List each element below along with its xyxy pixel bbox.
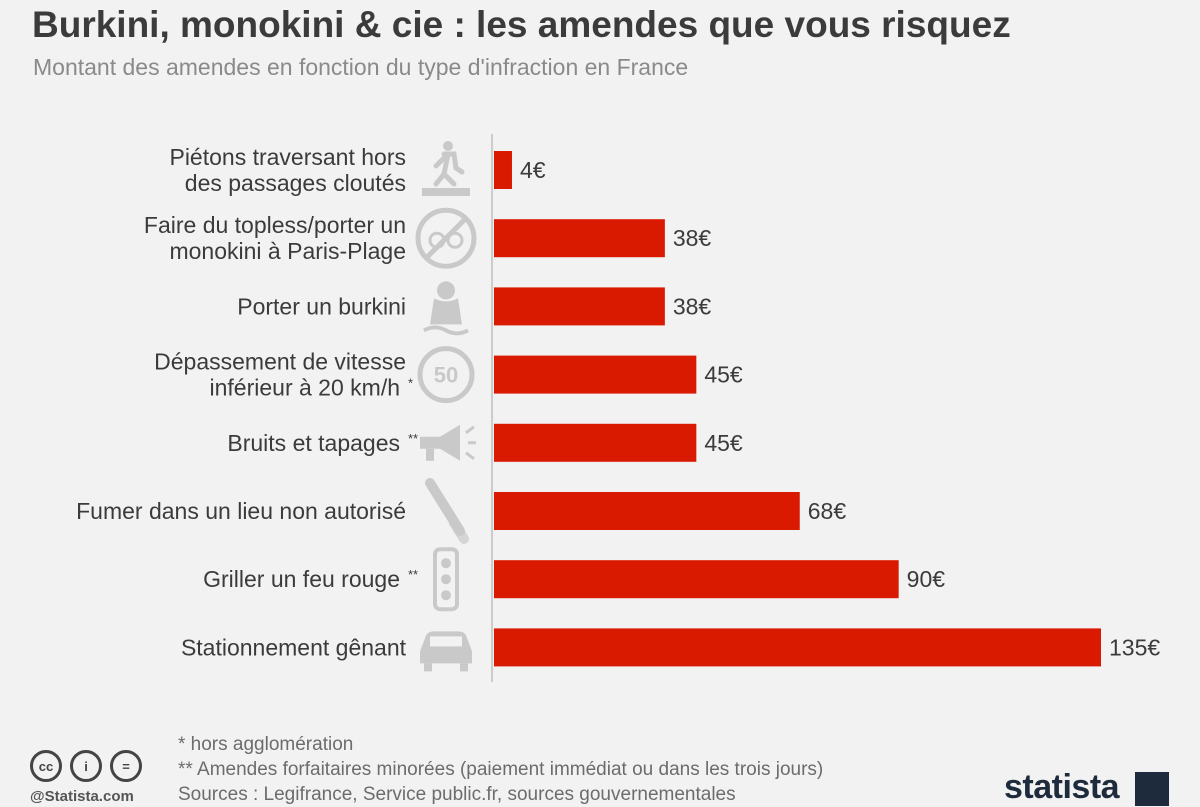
- bar: [494, 560, 899, 599]
- footnote-1: * hors agglomération: [178, 734, 354, 755]
- car-icon: [420, 631, 472, 672]
- creative-commons-icon: cc: [30, 750, 62, 782]
- category-label: Bruits et tapages: [227, 430, 400, 456]
- value-label: 68€: [808, 498, 847, 524]
- bar: [494, 151, 512, 189]
- statista-logo-mark-icon: [1135, 772, 1169, 806]
- cigarette-icon: [425, 478, 469, 544]
- footnote-mark: *: [408, 376, 413, 391]
- value-label: 45€: [704, 362, 743, 388]
- category-label: Faire du topless/porter un: [144, 212, 406, 238]
- value-label: 90€: [907, 566, 946, 592]
- footnote-mark: **: [408, 567, 418, 582]
- category-label: des passages cloutés: [185, 170, 406, 196]
- statista-logo[interactable]: statista: [1004, 768, 1120, 806]
- footnote-2: ** Amendes forfaitaires minorées (paieme…: [178, 759, 824, 780]
- value-label: 45€: [704, 430, 743, 456]
- chart-title: Burkini, monokini & cie : les amendes qu…: [32, 4, 1011, 45]
- traffic-light-icon: [433, 547, 459, 612]
- chart-subtitle: Montant des amendes en fonction du type …: [33, 54, 689, 80]
- burkini-icon: [423, 281, 469, 336]
- bar: [494, 355, 697, 394]
- value-label: 4€: [520, 157, 546, 183]
- footnotes: * hors agglomération ** Amendes forfaita…: [178, 732, 823, 807]
- bar: [494, 287, 665, 326]
- category-label: Dépassement de vitesse: [154, 349, 406, 375]
- category-label: Stationnement gênant: [181, 634, 407, 660]
- attribution-icon: i: [70, 750, 102, 782]
- no-derivatives-icon: =: [110, 750, 142, 782]
- license-icons: cc i =: [30, 750, 142, 782]
- bar: [494, 219, 665, 258]
- category-label: Griller un feu rouge: [203, 566, 400, 592]
- value-label: 38€: [673, 225, 712, 251]
- svg-text:50: 50: [434, 363, 458, 388]
- bar: [494, 492, 800, 530]
- category-label: monokini à Paris-Plage: [169, 238, 406, 264]
- bar: [494, 423, 697, 462]
- bar: [494, 628, 1101, 667]
- statista-handle: @Statista.com: [30, 788, 134, 805]
- category-label: Porter un burkini: [237, 293, 406, 319]
- footnote-mark: **: [408, 431, 418, 446]
- category-label: Fumer dans un lieu non autorisé: [76, 498, 406, 524]
- value-label: 38€: [673, 293, 712, 319]
- speed-limit-50-icon: 50: [417, 346, 475, 404]
- no-topless-icon: [415, 207, 477, 269]
- megaphone-icon: [420, 424, 476, 461]
- pedestrian-crossing-icon: [422, 141, 470, 196]
- category-label: Piétons traversant hors: [169, 144, 406, 170]
- value-label: 135€: [1109, 634, 1160, 660]
- category-label: inférieur à 20 km/h: [210, 375, 400, 401]
- footnote-sources: Sources : Legifrance, Service public.fr,…: [178, 784, 736, 805]
